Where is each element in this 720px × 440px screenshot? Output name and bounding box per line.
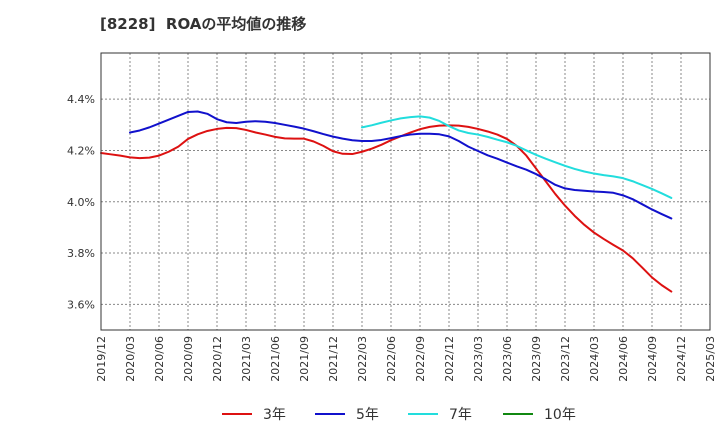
legend-label-10年: 10年 bbox=[544, 407, 576, 423]
plot-area bbox=[101, 53, 710, 330]
x-tick-label: 2021/06 bbox=[269, 336, 282, 382]
series-line-3年 bbox=[100, 124, 673, 293]
x-tick-label: 2020/09 bbox=[182, 336, 195, 382]
x-tick-label: 2023/12 bbox=[559, 336, 572, 382]
x-tick-label: 2022/12 bbox=[443, 336, 456, 382]
x-tick-label: 2022/06 bbox=[385, 336, 398, 382]
x-tick-label: 2024/03 bbox=[588, 336, 601, 382]
x-tick-label: 2022/09 bbox=[414, 336, 427, 382]
y-tick-label: 3.8% bbox=[67, 247, 95, 260]
x-tick-label: 2022/03 bbox=[356, 336, 369, 382]
x-tick-label: 2020/03 bbox=[124, 336, 137, 382]
x-tick-label: 2021/12 bbox=[327, 336, 340, 382]
x-tick-label: 2020/12 bbox=[211, 336, 224, 382]
y-tick-label: 3.6% bbox=[67, 298, 95, 311]
legend-label-3年: 3年 bbox=[263, 407, 286, 423]
series-line-5年 bbox=[129, 110, 673, 220]
y-tick-label: 4.0% bbox=[67, 196, 95, 209]
legend-label-5年: 5年 bbox=[356, 407, 379, 423]
legend-label-7年: 7年 bbox=[449, 407, 472, 423]
x-tick-label: 2019/12 bbox=[95, 336, 108, 382]
y-tick-label: 4.2% bbox=[67, 144, 95, 157]
x-tick-label: 2023/06 bbox=[501, 336, 514, 382]
plot-frame bbox=[100, 52, 711, 331]
x-tick-label: 2024/12 bbox=[675, 336, 688, 382]
x-tick-label: 2020/06 bbox=[153, 336, 166, 382]
x-tick-label: 2024/09 bbox=[646, 336, 659, 382]
x-tick-label: 2023/03 bbox=[472, 336, 485, 382]
chart-title: [8228] ROAの平均値の推移 bbox=[100, 15, 307, 33]
x-tick-label: 2024/06 bbox=[617, 336, 630, 382]
x-tick-label: 2021/03 bbox=[240, 336, 253, 382]
x-tick-label: 2025/03 bbox=[704, 336, 717, 382]
series-line-7年 bbox=[361, 115, 673, 199]
x-tick-label: 2023/09 bbox=[530, 336, 543, 382]
y-tick-label: 4.4% bbox=[67, 93, 95, 106]
x-tick-label: 2021/09 bbox=[298, 336, 311, 382]
